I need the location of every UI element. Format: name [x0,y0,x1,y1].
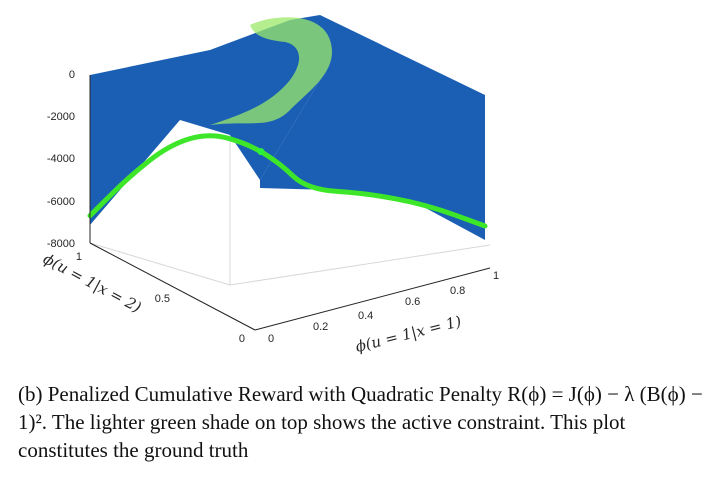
x-tick-label: 0.6 [405,296,420,308]
active-constraint-region [210,17,332,126]
surface-plot: 0 -2000 -4000 -6000 -8000 1 0.5 0 0 0.2 … [40,15,499,356]
z-tick-label: -8000 [47,238,75,250]
y-tick-label: 0.5 [155,293,170,305]
y-tick-label: 0 [239,333,245,345]
x-tick-label: 0 [268,333,274,345]
surface-back-wall-right [260,15,485,240]
z-tick-label: -6000 [47,196,75,208]
x-tick-label: 0.4 [358,310,373,322]
surface-back-wall-left [90,15,320,225]
figure-caption: (b) Penalized Cumulative Reward with Qua… [18,382,703,462]
y-tick-label: 1 [76,251,82,263]
z-tick-label: 0 [69,69,75,81]
x-tick-label: 0.2 [313,321,328,333]
z-tick-label: -2000 [47,111,75,123]
x-tick-label: 0.8 [450,285,465,297]
y-axis-label: ϕ(u = 1|x = 2) [40,250,144,317]
z-tick-label: -4000 [47,153,75,165]
x-tick-label: 1 [493,270,499,282]
highlight-point [257,148,265,156]
